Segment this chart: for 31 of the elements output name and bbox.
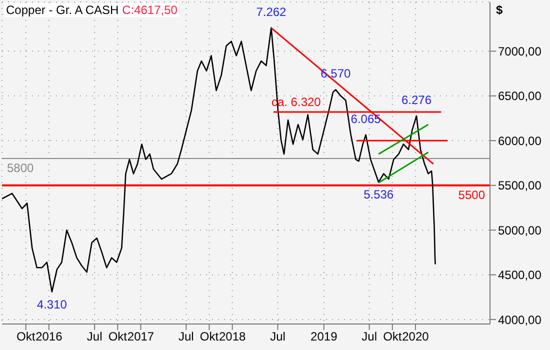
x-tick-label: 2020 <box>402 330 430 344</box>
y-tick-label: 5000,00 <box>498 223 542 238</box>
annotation: 5.536 <box>364 188 394 202</box>
chart-title: Copper - Gr. A CASH <box>6 3 119 17</box>
x-tick-label: Jul <box>362 330 377 344</box>
x-tick-label: Okt <box>383 330 402 344</box>
annotation: 6.276 <box>401 92 432 107</box>
chart-subtitle: C:4617,50 <box>122 3 178 17</box>
annotation: 4.310 <box>36 297 68 312</box>
x-tick-label: Jul <box>178 330 194 344</box>
x-tick-label: Jul <box>270 330 286 344</box>
y-tick-label: 4500,00 <box>498 268 542 282</box>
y-tick-label: 6500,00 <box>498 89 542 104</box>
x-tick-label: 2018 <box>218 330 246 344</box>
ref-line-label: 5500 <box>458 188 486 202</box>
x-tick-label: 2017 <box>127 330 154 344</box>
y-tick-label: 6000,00 <box>498 134 542 148</box>
x-tick-label: 2019 <box>310 330 338 344</box>
x-tick-label: Okt <box>108 330 128 344</box>
annotation: 7.262 <box>256 4 287 19</box>
y-axis-title: $ <box>496 3 503 17</box>
line-series <box>2 27 436 292</box>
y-tick-label: 5500,00 <box>498 178 542 193</box>
x-tick-label: 2016 <box>36 330 63 344</box>
x-tick-label: Okt <box>16 330 36 344</box>
y-tick-label: 4000,00 <box>498 312 542 327</box>
y-tick-label: 7000,00 <box>498 44 542 58</box>
annotation: 6.065 <box>350 112 382 126</box>
ref-line-label: 5800 <box>7 161 34 176</box>
x-tick-label: Jul <box>86 330 102 344</box>
x-tick-label: Okt <box>200 330 220 344</box>
